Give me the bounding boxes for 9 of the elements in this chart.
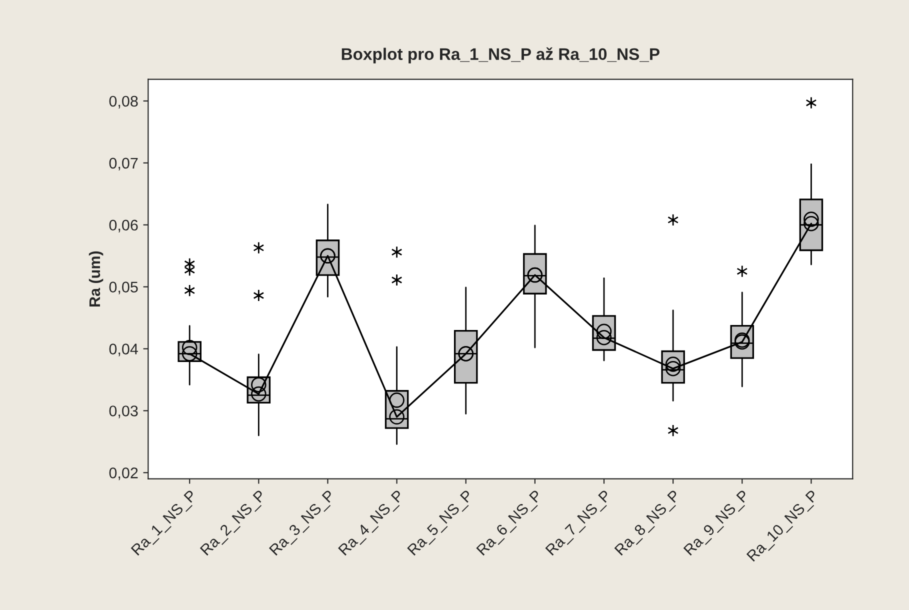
y-tick-label: 0,03 (109, 406, 138, 418)
y-tick-label: 0,05 (109, 282, 138, 294)
y-tick-label: 0,06 (109, 220, 138, 232)
y-tick-label: 0,07 (109, 158, 138, 170)
y-tick-label: 0,04 (109, 344, 138, 356)
y-axis-title: Ra (um) (88, 251, 104, 306)
y-tick-label: 0,08 (109, 96, 138, 108)
y-tick-label: 0,02 (109, 468, 138, 480)
chart-title: Boxplot pro Ra_1_NS_P až Ra_10_NS_P (342, 47, 660, 64)
